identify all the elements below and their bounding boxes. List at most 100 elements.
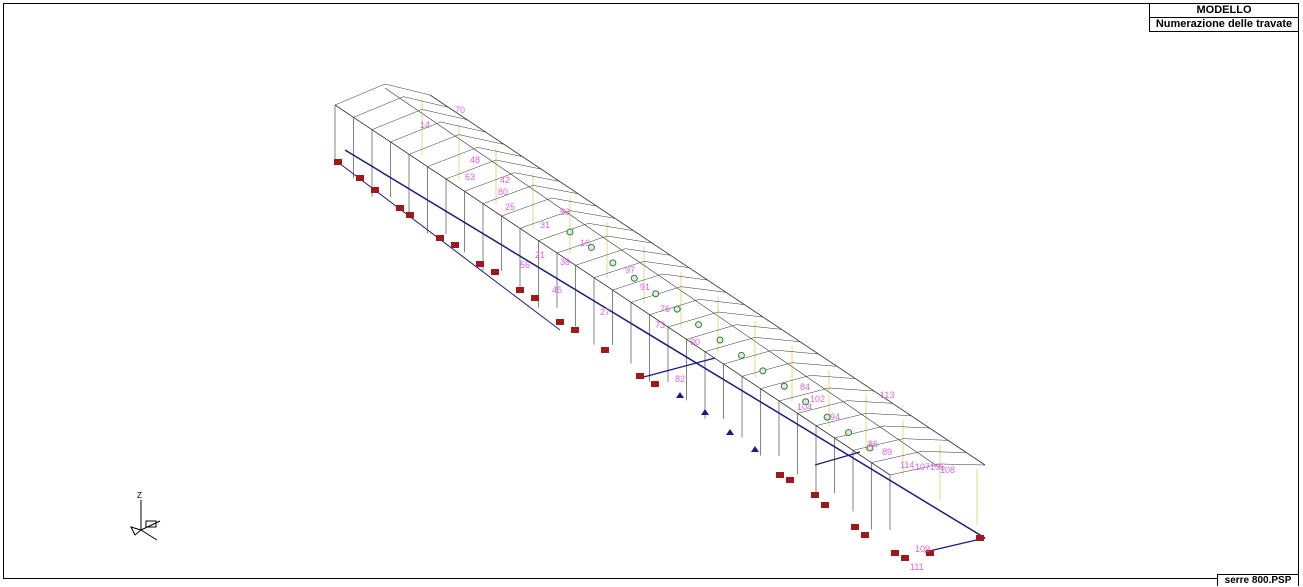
beam-number-label: 48 bbox=[470, 155, 480, 165]
support-marker bbox=[451, 242, 459, 248]
support-marker bbox=[851, 524, 859, 530]
beam-number-label: 108 bbox=[940, 465, 955, 475]
beam-number-label: 80 bbox=[498, 187, 508, 197]
drawing-subtitle: Numerazione delle travate bbox=[1150, 17, 1298, 31]
support-marker bbox=[476, 261, 484, 267]
node-marker bbox=[609, 259, 617, 267]
rafter bbox=[538, 223, 634, 241]
support-marker bbox=[821, 502, 829, 508]
rafter bbox=[390, 121, 486, 143]
node-marker bbox=[695, 321, 703, 329]
rafter bbox=[723, 349, 819, 365]
rafter bbox=[760, 375, 856, 389]
rafter bbox=[593, 261, 690, 278]
rafter bbox=[445, 159, 542, 180]
node-marker bbox=[866, 444, 874, 452]
support-marker bbox=[701, 409, 709, 415]
node-marker bbox=[716, 336, 724, 344]
rafter bbox=[501, 197, 597, 217]
rafter bbox=[649, 299, 745, 315]
beam-number-label: 45 bbox=[552, 285, 562, 295]
drawing-title: MODELLO bbox=[1196, 4, 1252, 16]
beam-number-label: 16 bbox=[580, 238, 590, 248]
beam-number-label: 91 bbox=[640, 282, 650, 292]
file-name: serre 800.PSP bbox=[1217, 574, 1299, 586]
beam-number-label: 111 bbox=[910, 562, 924, 572]
rafter bbox=[778, 387, 875, 402]
beam-number-label: 70 bbox=[455, 105, 465, 115]
tie-segment bbox=[639, 357, 716, 379]
beam-number-label: 31 bbox=[540, 220, 550, 230]
support-marker bbox=[776, 472, 784, 478]
beam-number-label: 42 bbox=[500, 175, 510, 185]
beam-number-label: 76 bbox=[660, 304, 670, 314]
support-marker bbox=[491, 269, 499, 275]
support-marker bbox=[811, 492, 819, 498]
support-marker bbox=[571, 327, 579, 333]
rafter bbox=[815, 413, 912, 426]
beam-number-label: 97 bbox=[625, 265, 635, 275]
rafter bbox=[704, 337, 801, 352]
beam-number-label: 90 bbox=[690, 337, 700, 347]
rafter bbox=[797, 400, 893, 414]
support-marker bbox=[676, 392, 684, 398]
drawing-frame bbox=[3, 3, 1299, 579]
beam-number-label: 84 bbox=[800, 382, 810, 392]
beam-number-label: 105 bbox=[930, 462, 945, 472]
beam-number-label: 82 bbox=[675, 374, 685, 384]
support-marker bbox=[531, 295, 539, 301]
axis-triad-icon: Z bbox=[130, 491, 161, 541]
beam-number-label: 25 bbox=[505, 202, 515, 212]
support-marker bbox=[651, 381, 659, 387]
node-marker bbox=[566, 228, 574, 236]
support-marker bbox=[396, 205, 404, 211]
beam-number-label: 63 bbox=[465, 172, 475, 182]
tie-segment bbox=[334, 159, 561, 331]
beam-number-label: 38 bbox=[560, 257, 570, 267]
frame-structure bbox=[334, 83, 986, 530]
support-marker bbox=[436, 235, 444, 241]
z-axis-label: Z bbox=[137, 491, 142, 500]
rafter bbox=[334, 83, 431, 106]
beam-number-label: 56 bbox=[520, 260, 530, 270]
beam-number-labels: 70 42 31 38 45 56 80 63 91 14 48 25 97 21 73 27 53 76 82 90… bbox=[420, 105, 955, 572]
rafter bbox=[667, 311, 764, 328]
rafter bbox=[519, 210, 616, 229]
tie-segment bbox=[924, 537, 986, 553]
node-marker bbox=[802, 398, 810, 406]
beam-number-label: 14 bbox=[420, 120, 430, 130]
support-marker bbox=[891, 550, 899, 556]
rafter bbox=[889, 463, 986, 476]
support-marker bbox=[751, 446, 759, 452]
node-marker bbox=[673, 305, 681, 313]
node-marker bbox=[759, 367, 767, 375]
support-marker bbox=[786, 477, 794, 483]
rafter bbox=[353, 96, 449, 118]
beam-number-label: 53 bbox=[560, 207, 570, 217]
node-marker bbox=[587, 243, 595, 251]
support-marker bbox=[601, 347, 609, 353]
rafter bbox=[575, 248, 671, 266]
rafter bbox=[741, 362, 838, 377]
support-marker bbox=[516, 287, 524, 293]
node-marker bbox=[630, 274, 638, 282]
title-block: MODELLO Numerazione delle travate bbox=[1149, 3, 1299, 32]
bracing-members bbox=[334, 149, 986, 553]
rafter bbox=[408, 134, 505, 155]
beam-number-label: 89 bbox=[882, 447, 892, 457]
beam-number-label: 21 bbox=[535, 250, 545, 260]
beam-number-label: 109 bbox=[915, 544, 930, 554]
rafter bbox=[427, 147, 523, 167]
beam-number-label: 104 bbox=[797, 402, 812, 412]
node-marker bbox=[823, 413, 831, 421]
rafter bbox=[482, 185, 579, 204]
node-marker bbox=[780, 382, 788, 390]
rafter bbox=[630, 286, 727, 303]
beam-number-label: 94 bbox=[830, 412, 840, 422]
tie-segment bbox=[814, 451, 861, 466]
node-markers bbox=[566, 228, 874, 452]
beam-number-label: 114 bbox=[900, 460, 914, 470]
support-marker bbox=[976, 535, 984, 541]
support-marker bbox=[371, 187, 379, 193]
